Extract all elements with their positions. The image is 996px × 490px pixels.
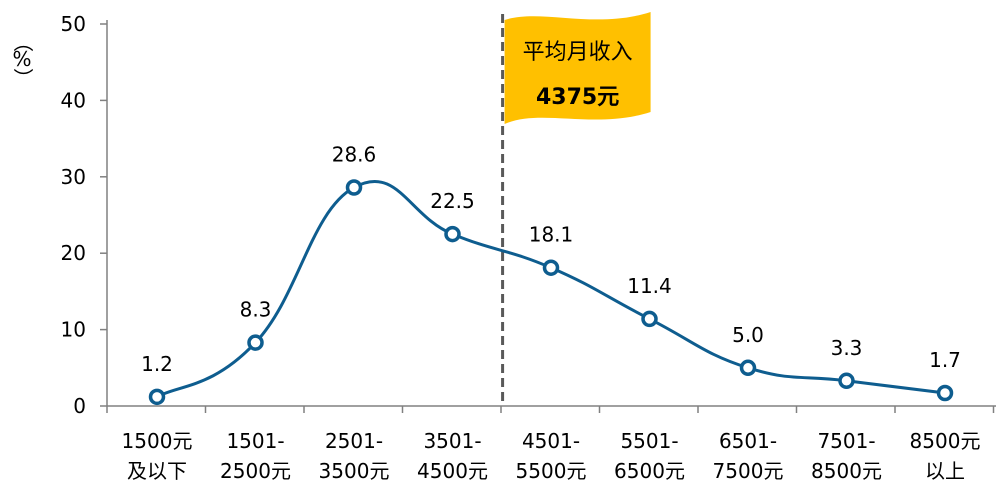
- x-category-label: 1501-: [226, 429, 284, 453]
- y-tick-label: 0: [73, 394, 86, 418]
- data-point: [641, 310, 658, 328]
- data-point: [838, 372, 855, 390]
- y-ticks: 0 10 20 30 40 50: [61, 12, 107, 418]
- average-income-value: 4375元: [536, 85, 619, 110]
- x-category-label: 6500元: [614, 459, 685, 483]
- y-tick-label: 30: [61, 165, 86, 189]
- x-category-label: 4501-: [522, 429, 580, 453]
- data-label: 5.0: [732, 323, 764, 347]
- data-label: 1.7: [929, 348, 961, 372]
- x-category-label: 5501-: [620, 429, 678, 453]
- data-point: [542, 259, 560, 276]
- axes: 0 10 20 30 40 50: [61, 12, 996, 418]
- x-category-label: 1500元: [122, 429, 193, 453]
- x-category-label: 以上: [925, 459, 965, 483]
- y-axis-label-char: ）: [11, 68, 35, 88]
- y-tick-label: 40: [61, 88, 86, 112]
- y-tick-label: 10: [61, 318, 86, 342]
- x-category-label: 及以下: [127, 459, 187, 483]
- average-income-title: 平均月收入: [523, 40, 633, 65]
- x-category-label: 3500元: [319, 459, 390, 483]
- data-labels: 1.2 8.3 28.6 22.5 18.1 11.4 5.0 3.3 1.7: [141, 142, 961, 375]
- x-category-label: 2501-: [325, 429, 383, 453]
- data-point: [345, 179, 363, 196]
- x-category-label: 2500元: [220, 459, 291, 483]
- x-category-label: 6501-: [719, 429, 777, 453]
- x-category-label: 3501-: [423, 429, 481, 453]
- data-point: [444, 225, 461, 243]
- data-point: [739, 359, 757, 377]
- y-axis-label-char: （: [11, 32, 35, 52]
- average-income-flag: [504, 12, 651, 124]
- series-markers: [148, 179, 954, 406]
- y-axis-label: （%）: [11, 32, 35, 88]
- data-point: [936, 384, 954, 402]
- x-category-label: 7500元: [713, 459, 784, 483]
- series-line: [156, 180, 946, 399]
- y-axis-label-char: %: [12, 47, 31, 71]
- y-tick-label: 20: [61, 241, 86, 265]
- data-label: 11.4: [627, 274, 672, 298]
- data-label: 22.5: [430, 189, 475, 213]
- data-label: 18.1: [529, 223, 574, 247]
- x-category-label: 7501-: [817, 429, 875, 453]
- data-label: 3.3: [831, 336, 863, 360]
- data-point: [148, 388, 166, 406]
- x-category-label: 8500元: [910, 429, 981, 453]
- data-label: 28.6: [332, 142, 377, 166]
- x-category-label: 8500元: [811, 459, 882, 483]
- x-category-label: 5500元: [516, 459, 587, 483]
- x-category-label: 4500元: [417, 459, 488, 483]
- y-tick-label: 50: [61, 12, 86, 36]
- data-point: [247, 334, 264, 351]
- average-income-annotation: 平均月收入 4375元: [501, 12, 651, 406]
- data-label: 8.3: [240, 298, 272, 322]
- data-label: 1.2: [141, 352, 173, 376]
